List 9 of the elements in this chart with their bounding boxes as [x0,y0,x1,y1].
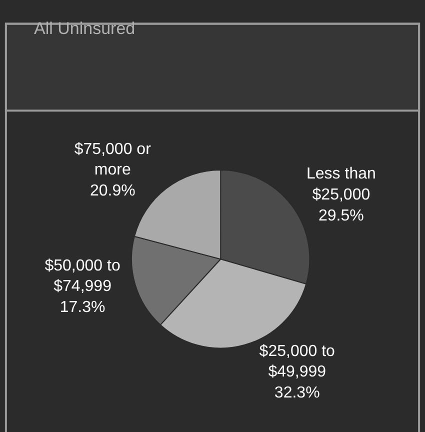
data-label: 32.3% [274,384,320,402]
data-label: 17.3% [60,298,106,316]
data-label: 20.9% [90,182,136,200]
slice-label: $50,000 to $74,999 [44,257,120,296]
slice-label: $25,000 to $49,999 [259,342,336,381]
slice-label: Less than $25,000 [306,166,376,204]
chart-title: All Uninsured [34,19,136,38]
data-label: 29.5% [318,207,364,224]
slice-label: $75,000 or more [74,140,152,179]
